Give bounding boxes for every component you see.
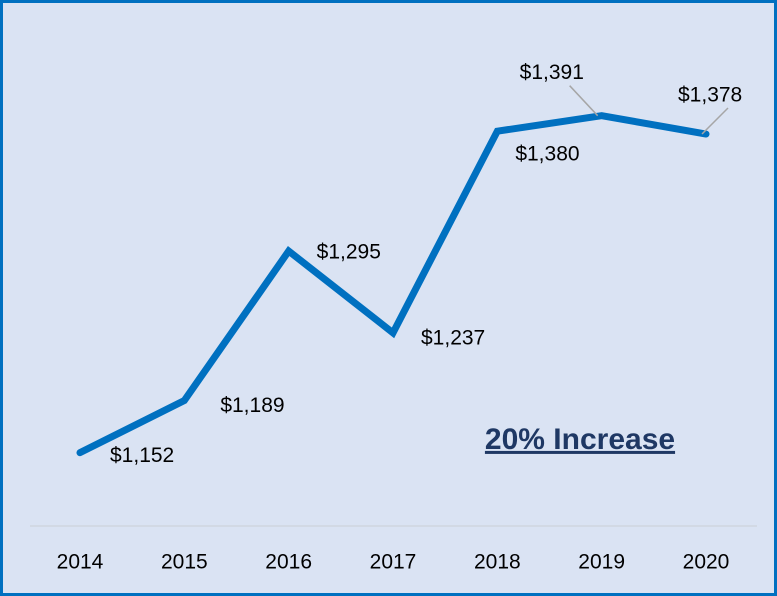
data-label: $1,237	[421, 326, 485, 349]
x-tick-label: 2018	[474, 551, 521, 574]
data-label: $1,380	[515, 143, 579, 166]
x-tick-label: 2019	[578, 551, 625, 574]
x-tick-label: 2017	[370, 551, 417, 574]
data-label: $1,391	[520, 61, 584, 84]
leader-line	[569, 85, 599, 117]
data-label: $1,189	[220, 394, 284, 417]
x-tick-label: 2020	[683, 551, 730, 574]
x-tick-label: 2016	[265, 551, 312, 574]
x-tick-label: 2015	[161, 551, 208, 574]
leader-line	[701, 107, 729, 135]
data-label: $1,378	[678, 84, 742, 107]
x-tick-label: 2014	[57, 551, 104, 574]
data-label: $1,295	[317, 241, 381, 264]
data-line	[76, 112, 710, 457]
data-label: $1,152	[110, 444, 174, 467]
annotation: 20% Increase	[485, 423, 675, 456]
